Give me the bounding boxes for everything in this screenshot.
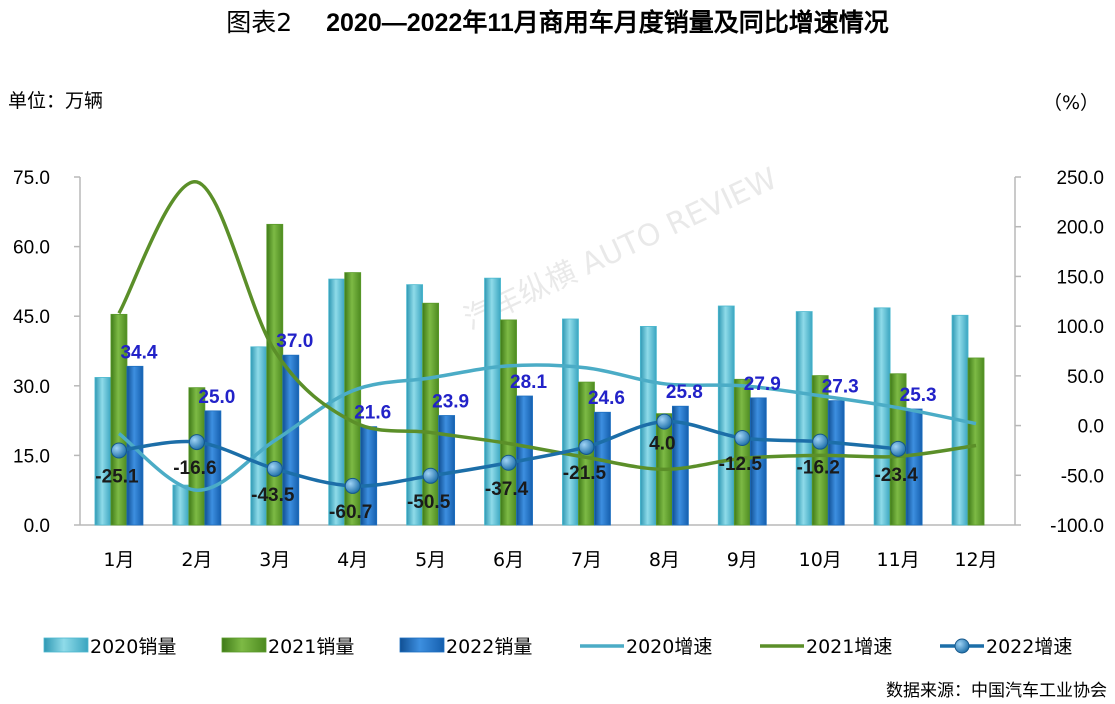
sales-2022-label: 25.0 (198, 387, 235, 408)
left-tick-label: 45.0 (13, 307, 50, 328)
x-tick-label: 10月 (799, 549, 842, 571)
growth-2022-marker (812, 433, 829, 450)
sales-2022-label: 24.6 (588, 388, 625, 409)
legend-swatch (399, 637, 445, 653)
bar-2022销量 (827, 400, 845, 526)
bar-2022销量 (282, 354, 300, 526)
bar-2020销量 (873, 307, 891, 526)
line-2021增速 (117, 180, 977, 472)
growth-2022-label: -12.5 (719, 454, 763, 475)
left-tick-label: 0.0 (24, 516, 50, 537)
growth-2022-label: -23.4 (874, 465, 918, 486)
bar-2022销量 (204, 410, 222, 526)
sales-2022-label: 34.4 (120, 342, 157, 363)
growth-2022-marker (110, 442, 127, 459)
x-tick-label: 8月 (649, 549, 680, 571)
left-tick-label: 75.0 (13, 168, 50, 189)
sales-2022-label: 21.6 (354, 403, 391, 424)
bar-2021销量 (188, 387, 206, 526)
bar-2020销量 (562, 318, 579, 526)
legend-swatch (221, 637, 267, 653)
right-axis-unit: （%） (1042, 92, 1099, 114)
growth-2022-marker (188, 434, 205, 451)
legend-label: 2022销量 (446, 636, 532, 658)
sales-2022-label: 37.0 (276, 331, 313, 352)
right-tick-label: -50.0 (1061, 466, 1104, 487)
bar-2021销量 (344, 272, 362, 526)
growth-2022-marker (500, 454, 517, 471)
legend-swatch (43, 637, 89, 653)
right-tick-label: 50.0 (1067, 367, 1104, 388)
growth-2022-label: -60.7 (329, 502, 372, 523)
x-tick-label: 9月 (727, 549, 758, 571)
chart-title: 图表2 2020—2022年11月商用车月度销量及同比增速情况 (0, 6, 1115, 40)
left-tick-label: 15.0 (13, 446, 50, 467)
bar-2020销量 (172, 484, 190, 526)
growth-2022-marker (344, 477, 361, 494)
x-tick-label: 12月 (954, 549, 997, 571)
legend-label: 2022增速 (986, 636, 1072, 658)
sales-2022-label: 27.3 (822, 377, 859, 398)
bar-2020销量 (795, 311, 813, 526)
left-tick-label: 60.0 (13, 238, 50, 259)
data-source: 数据来源：中国汽车工业协会 (886, 681, 1107, 701)
sales-2022-label: 28.1 (510, 372, 547, 393)
left-tick-label: 30.0 (13, 377, 50, 398)
growth-2022-marker (656, 413, 673, 430)
sales-2022-label: 27.9 (744, 374, 781, 395)
growth-2022-label: -43.5 (251, 485, 295, 506)
growth-2022-marker (578, 438, 595, 455)
x-tick-label: 7月 (571, 549, 602, 571)
bar-2020销量 (94, 377, 112, 526)
growth-2022-label: -21.5 (563, 463, 607, 484)
right-tick-label: 0.0 (1078, 417, 1104, 438)
x-tick-label: 4月 (337, 549, 368, 571)
legend-marker (954, 638, 970, 654)
growth-2022-label: -37.4 (485, 479, 529, 500)
growth-2022-label: -16.6 (173, 458, 216, 479)
sales-2022-label: 25.3 (900, 385, 937, 406)
legend-label: 2020增速 (626, 636, 712, 658)
x-tick-label: 2月 (181, 549, 212, 571)
growth-2022-label: -16.2 (797, 458, 840, 479)
x-tick-label: 6月 (493, 549, 524, 571)
bar-2020销量 (406, 284, 424, 526)
legend-label: 2021销量 (268, 636, 354, 658)
x-tick-label: 3月 (259, 549, 290, 571)
right-tick-label: 250.0 (1056, 168, 1104, 189)
bar-2020销量 (717, 305, 735, 526)
legend-label: 2020销量 (90, 636, 176, 658)
growth-2022-marker (734, 430, 751, 446)
sales-2022-label: 23.9 (432, 391, 469, 412)
right-tick-label: 200.0 (1056, 218, 1104, 239)
right-tick-label: 100.0 (1056, 317, 1104, 338)
growth-2022-marker (266, 460, 283, 477)
right-tick-label: 150.0 (1056, 267, 1104, 288)
x-tick-label: 5月 (415, 549, 446, 571)
left-axis-unit: 单位：万辆 (8, 90, 104, 112)
growth-2022-marker (422, 467, 439, 484)
growth-2022-label: -50.5 (407, 492, 451, 513)
bar-2022销量 (749, 397, 767, 526)
growth-2022-label: -25.1 (95, 467, 139, 488)
legend-label: 2021增速 (806, 636, 892, 658)
bar-2021销量 (266, 223, 284, 526)
x-tick-label: 1月 (103, 549, 134, 571)
growth-2022-marker (890, 440, 907, 457)
growth-2022-label: 4.0 (649, 434, 675, 455)
sales-2022-label: 25.8 (666, 382, 703, 403)
right-tick-label: -100.0 (1050, 516, 1104, 537)
x-tick-label: 11月 (877, 549, 920, 571)
bar-2022销量 (438, 415, 456, 526)
bar-2021销量 (967, 357, 985, 526)
chart-title-prefix: 图表2 (226, 8, 293, 37)
bar-2021销量 (733, 378, 751, 526)
chart-title-main: 2020—2022年11月商用车月度销量及同比增速情况 (326, 9, 889, 37)
